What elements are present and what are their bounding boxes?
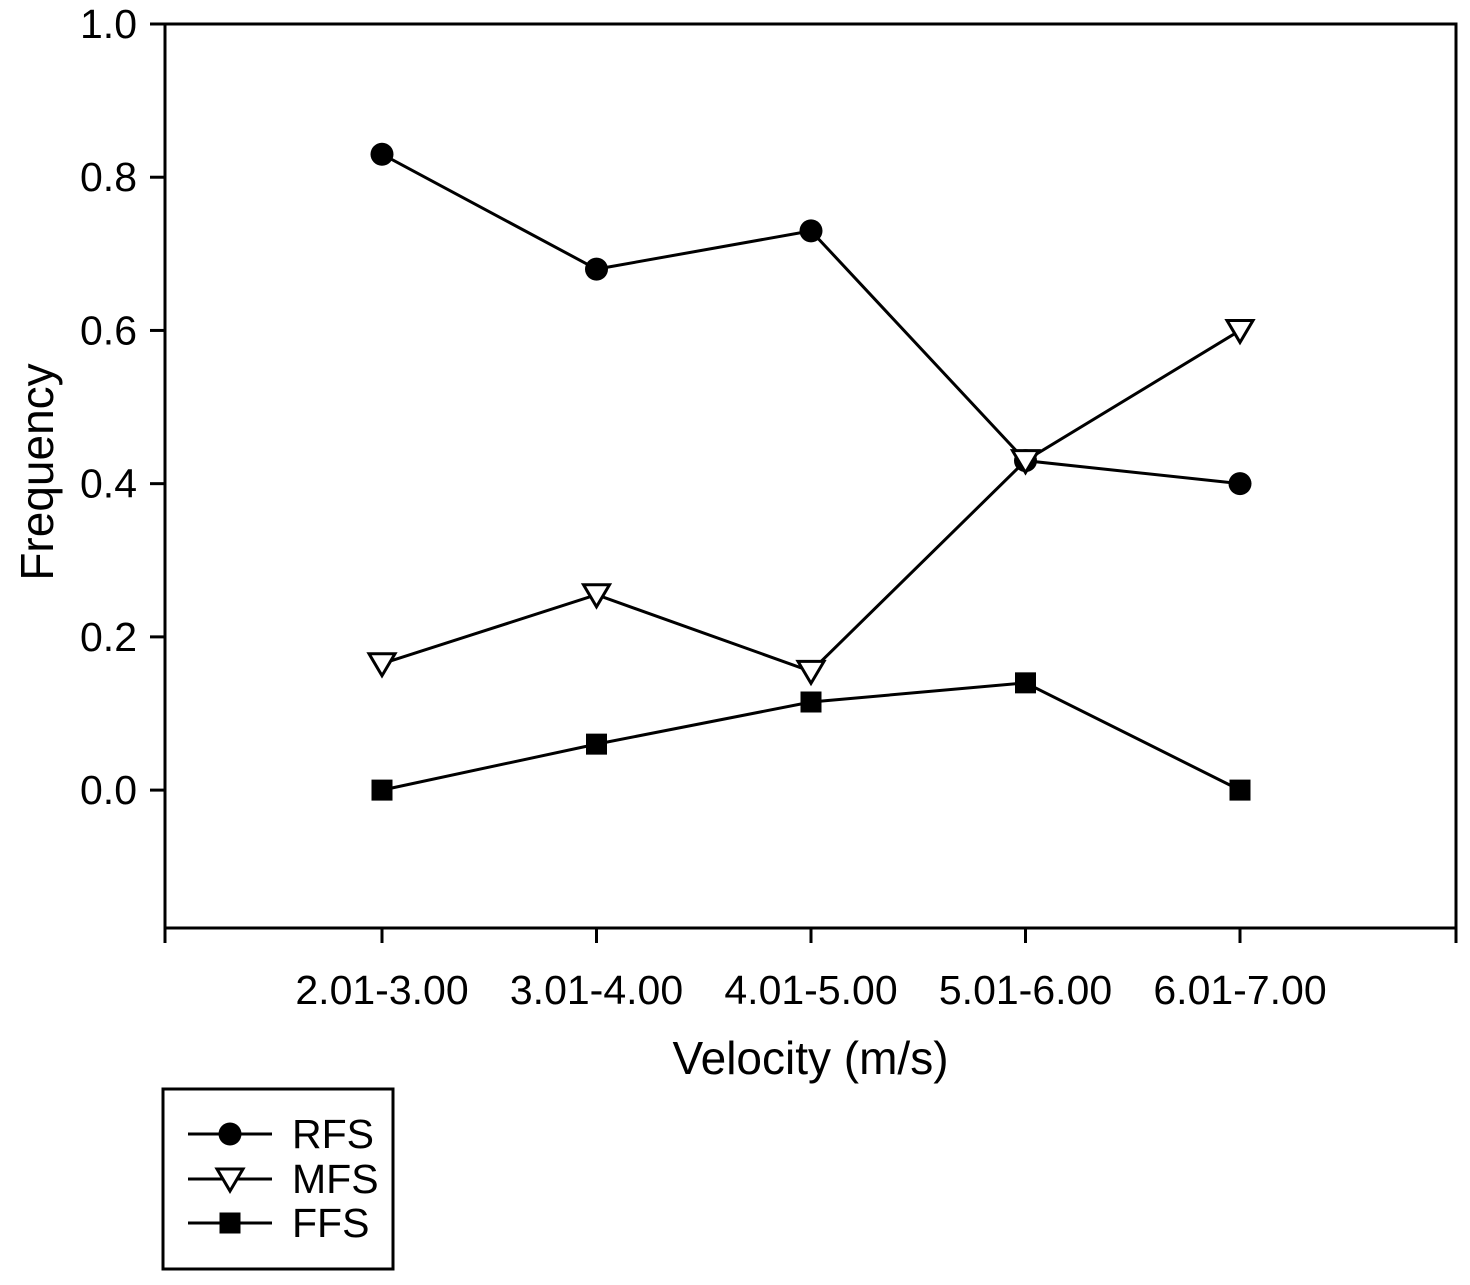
legend-marker-mfs xyxy=(214,1167,246,1194)
x-tick-label: 6.01-7.00 xyxy=(1153,967,1326,1013)
ffs-point xyxy=(1015,672,1036,694)
mfs-point xyxy=(1009,449,1042,476)
x-axis-title: Velocity (m/s) xyxy=(672,1032,949,1084)
x-tick-label: 2.01-3.00 xyxy=(295,967,468,1013)
y-tick-label: 0.8 xyxy=(80,154,137,200)
legend-marker-ffs xyxy=(219,1212,241,1234)
mfs-point xyxy=(366,652,398,679)
rfs-point xyxy=(1228,472,1252,496)
mfs-point xyxy=(580,583,613,610)
legend-label-rfs: RFS xyxy=(292,1111,374,1157)
y-tick-label: 0.0 xyxy=(80,767,137,813)
y-tick-label: 0.6 xyxy=(80,307,137,353)
mfs-line xyxy=(381,329,1241,674)
mfs-point xyxy=(1224,318,1256,346)
ffs-point xyxy=(1229,779,1251,801)
x-tick-label: 4.01-5.00 xyxy=(724,967,897,1013)
x-tick-label: 5.01-6.00 xyxy=(939,967,1112,1013)
legend-label-ffs: FFS xyxy=(292,1200,369,1246)
rfs-point xyxy=(585,257,608,281)
ffs-point xyxy=(586,733,607,755)
y-tick-label: 1.0 xyxy=(80,1,137,47)
rfs-point xyxy=(799,219,823,243)
x-tick-label: 3.01-4.00 xyxy=(510,967,683,1013)
y-tick-label: 0.2 xyxy=(80,614,137,660)
plot-border xyxy=(163,22,1458,930)
y-axis-title: Frequency xyxy=(11,363,63,581)
rfs-point xyxy=(370,142,394,166)
legend-marker-rfs xyxy=(218,1122,242,1146)
ffs-point xyxy=(371,779,393,801)
legend-label-mfs: MFS xyxy=(292,1156,379,1202)
mfs-point xyxy=(795,659,827,687)
rfs-line xyxy=(381,152,1241,486)
y-tick-label: 0.4 xyxy=(80,461,137,507)
ffs-point xyxy=(800,691,822,713)
